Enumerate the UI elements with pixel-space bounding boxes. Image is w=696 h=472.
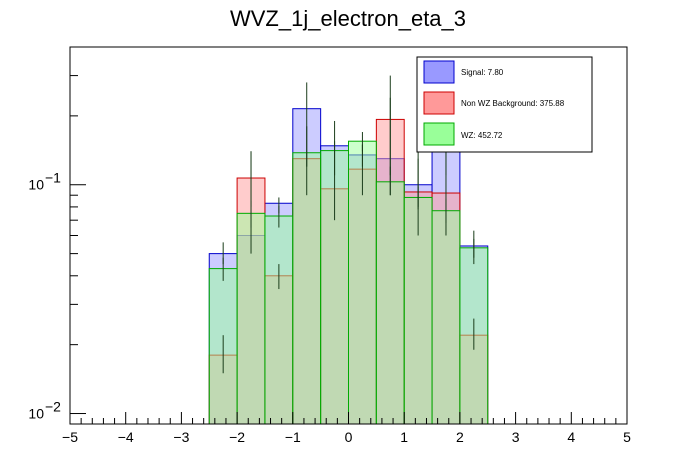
x-tick-label: −5 xyxy=(62,429,78,445)
legend-label-wz: WZ: 452.72 xyxy=(461,131,503,140)
y-tick-exponent: −1 xyxy=(45,170,61,186)
x-tick-label: −4 xyxy=(118,429,134,445)
x-tick-label: −3 xyxy=(173,429,189,445)
legend-label-signal: Signal: 7.80 xyxy=(461,68,504,77)
y-axis: 10−110−2 xyxy=(28,46,86,425)
x-axis: −5 −4 −3 −2 −1 0 1 2 3 4 5 xyxy=(62,412,631,445)
y-tick-label: 10 xyxy=(28,406,44,422)
legend-swatch-non-wz-background xyxy=(423,91,455,115)
x-tick-label: 2 xyxy=(456,429,464,445)
y-tick-exponent: −2 xyxy=(45,399,61,415)
chart-title: WVZ_1j_electron_eta_3 xyxy=(230,6,466,31)
legend-label-non-wz-background: Non WZ Background: 375.88 xyxy=(461,99,565,108)
y-tick-label: 10 xyxy=(28,177,44,193)
bar-wz-bin-3 xyxy=(264,215,294,425)
x-tick-label: 1 xyxy=(400,429,408,445)
x-tick-label: −2 xyxy=(229,429,245,445)
legend-swatch-wz xyxy=(423,122,455,146)
x-tick-label: 5 xyxy=(623,429,631,445)
legend-swatch-signal xyxy=(423,60,455,84)
legend: Signal: 7.80 Non WZ Background: 375.88 W… xyxy=(416,56,593,153)
x-tick-label: 0 xyxy=(345,429,353,445)
bar-wz-bin-9 xyxy=(431,210,461,425)
bar-wz-bin-7 xyxy=(375,181,405,425)
bars-layer xyxy=(208,108,489,425)
x-tick-label: 4 xyxy=(567,429,575,445)
x-tick-label: 3 xyxy=(512,429,520,445)
x-tick-label: −1 xyxy=(285,429,301,445)
